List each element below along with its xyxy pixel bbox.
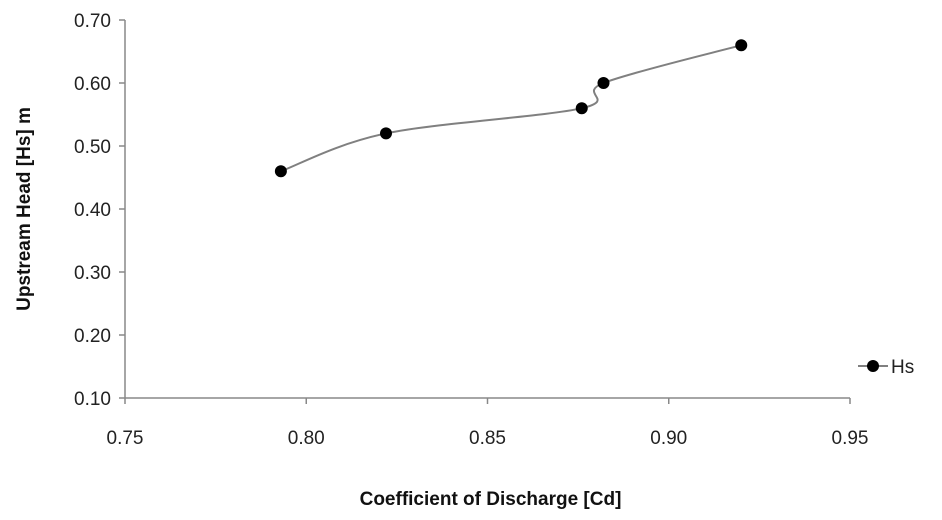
x-tick-label: 0.85 bbox=[469, 428, 506, 449]
legend-marker bbox=[867, 360, 879, 372]
x-tick-label: 0.95 bbox=[832, 428, 869, 449]
y-tick-label: 0.40 bbox=[74, 200, 111, 221]
x-tick-label: 0.80 bbox=[288, 428, 325, 449]
legend-label-hs: Hs bbox=[891, 357, 914, 378]
plot-area: 0.75 0.80 0.85 0.90 0.95 0.10 0.20 0.30 0.40 0.5… bbox=[74, 11, 868, 449]
series-layer bbox=[274, 39, 748, 178]
data-point bbox=[597, 77, 610, 89]
data-point bbox=[274, 165, 287, 178]
x-axis-title: Coefficient of Discharge [Cd] bbox=[360, 489, 622, 510]
series-line-hs bbox=[280, 44, 742, 173]
y-tick-label: 0.30 bbox=[74, 263, 111, 284]
x-tick-label: 0.90 bbox=[650, 428, 687, 449]
y-tick-label: 0.10 bbox=[74, 389, 111, 410]
x-tick-label: 0.75 bbox=[107, 428, 144, 449]
data-point bbox=[380, 127, 392, 140]
y-tick-label: 0.60 bbox=[74, 74, 111, 95]
y-tick-label: 0.50 bbox=[74, 137, 111, 158]
y-tick-label: 0.70 bbox=[74, 11, 111, 32]
y-axis-ticks: 0.10 0.20 0.30 0.40 0.50 0.60 0.70 bbox=[74, 11, 125, 410]
y-axis-title: Upstream Head [Hs] m bbox=[14, 107, 35, 311]
data-point bbox=[575, 102, 588, 115]
legend: Hs bbox=[858, 357, 914, 378]
data-point bbox=[735, 39, 748, 52]
x-axis-ticks: 0.75 0.80 0.85 0.90 0.95 bbox=[107, 398, 869, 449]
y-tick-label: 0.20 bbox=[74, 326, 111, 347]
